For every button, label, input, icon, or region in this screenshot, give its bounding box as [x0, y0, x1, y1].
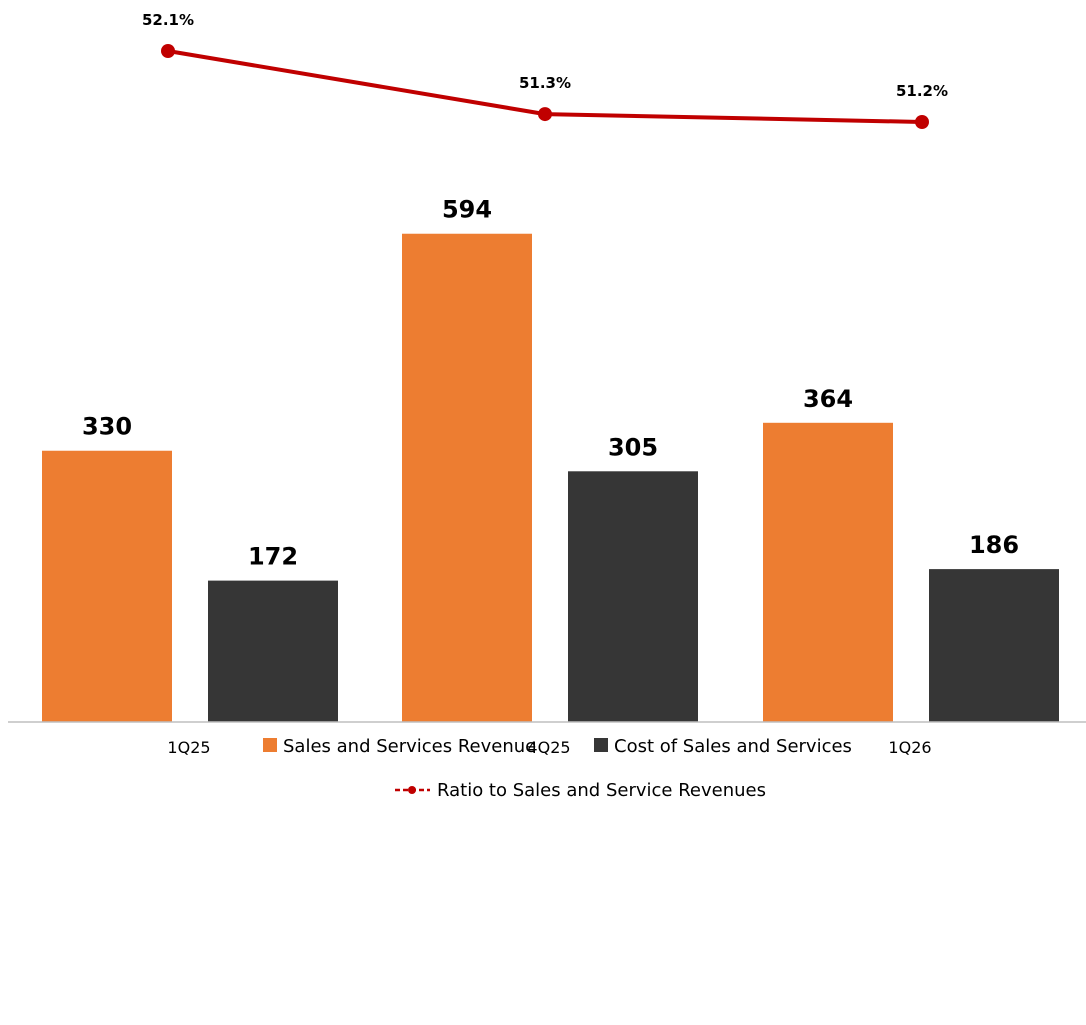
x-tick-label-1q26: 1Q26 — [888, 738, 931, 757]
ratio-label-1q25: 52.1% — [142, 11, 194, 29]
legend-swatch-sales — [263, 738, 277, 752]
legend-label-ratio: Ratio to Sales and Service Revenues — [437, 780, 766, 801]
legend: Sales and Services Revenue Cost of Sales… — [263, 736, 852, 801]
bar-cost-4q25 — [568, 471, 698, 722]
bar-cost-1q25 — [208, 580, 338, 722]
data-label-cost-1q25: 172 — [248, 543, 298, 571]
bar-sales-1q25 — [42, 450, 172, 722]
bar-cost-1q26 — [929, 569, 1059, 722]
ratio-label-1q26: 51.2% — [896, 82, 948, 100]
legend-swatch-cost — [594, 738, 608, 752]
data-label-sales-4q25: 594 — [442, 196, 492, 224]
data-label-sales-1q26: 364 — [803, 385, 853, 413]
ratio-marker-1q25 — [161, 44, 175, 58]
bar-layer: 330 594 364 172 305 186 — [42, 196, 1059, 722]
ratio-label-4q25: 51.3% — [519, 74, 571, 92]
legend-label-sales: Sales and Services Revenue — [283, 736, 536, 757]
legend-line-marker — [408, 786, 416, 794]
ratio-line-layer: 52.1% 51.3% 51.2% — [142, 11, 948, 129]
x-tick-label-4q25: 4Q25 — [527, 738, 570, 757]
ratio-marker-1q26 — [915, 115, 929, 129]
x-axis-ticks: 1Q25 4Q25 1Q26 — [167, 738, 931, 757]
bar-sales-4q25 — [402, 233, 532, 722]
ratio-marker-4q25 — [538, 107, 552, 122]
data-label-cost-1q26: 186 — [969, 531, 1019, 559]
data-label-sales-1q25: 330 — [82, 413, 132, 441]
data-label-cost-4q25: 305 — [608, 433, 658, 461]
legend-label-cost: Cost of Sales and Services — [614, 736, 852, 757]
bar-sales-1q26 — [763, 422, 893, 722]
x-tick-label-1q25: 1Q25 — [167, 738, 210, 757]
